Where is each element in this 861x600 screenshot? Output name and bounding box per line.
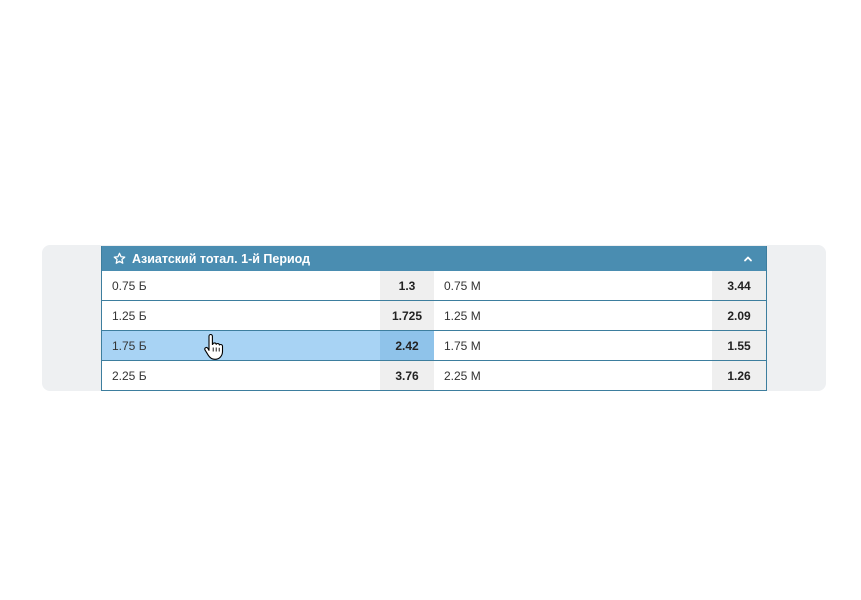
outcome-over-0-75[interactable]: 0.75 Б 1.3 [102,271,434,300]
outcome-odds: 2.42 [380,331,434,360]
outcome-under-1-75[interactable]: 1.75 М 1.55 [434,331,766,360]
outcome-label: 2.25 М [444,368,481,383]
market-title: Азиатский тотал. 1-й Период [132,251,311,266]
market-rows: 0.75 Б 1.3 0.75 М 3.44 1.25 Б 1.725 1.25… [102,271,766,391]
outcome-odds: 1.26 [712,361,766,390]
outcome-under-2-25[interactable]: 2.25 М 1.26 [434,361,766,390]
outcome-odds: 1.725 [380,301,434,330]
outcome-over-1-75[interactable]: 1.75 Б 2.42 [102,331,434,360]
outcome-label: 1.25 М [444,308,481,323]
market-row: 1.25 Б 1.725 1.25 М 2.09 [102,301,766,331]
chevron-up-icon[interactable] [740,251,756,267]
outcome-label: 1.25 Б [112,308,147,323]
outcome-label: 2.25 Б [112,368,147,383]
outcome-label: 1.75 М [444,338,481,353]
star-icon[interactable] [112,252,126,266]
market-header[interactable]: Азиатский тотал. 1-й Период [102,246,766,271]
outcome-label: 1.75 Б [102,331,380,360]
outcome-over-2-25[interactable]: 2.25 Б 3.76 [102,361,434,390]
outcome-under-1-25[interactable]: 1.25 М 2.09 [434,301,766,330]
outcome-odds: 1.55 [712,331,766,360]
outcome-odds: 3.76 [380,361,434,390]
outcome-label: 0.75 Б [112,278,147,293]
market-row: 2.25 Б 3.76 2.25 М 1.26 [102,361,766,391]
outcome-over-1-25[interactable]: 1.25 Б 1.725 [102,301,434,330]
market-row: 0.75 Б 1.3 0.75 М 3.44 [102,271,766,301]
outcome-odds: 2.09 [712,301,766,330]
outcome-under-0-75[interactable]: 0.75 М 3.44 [434,271,766,300]
outcome-label: 0.75 М [444,278,481,293]
market-row: 1.75 Б 2.42 1.75 М 1.55 [102,331,766,361]
asian-total-market: Азиатский тотал. 1-й Период 0.75 Б 1.3 0… [101,246,767,391]
outcome-odds: 1.3 [380,271,434,300]
outcome-odds: 3.44 [712,271,766,300]
